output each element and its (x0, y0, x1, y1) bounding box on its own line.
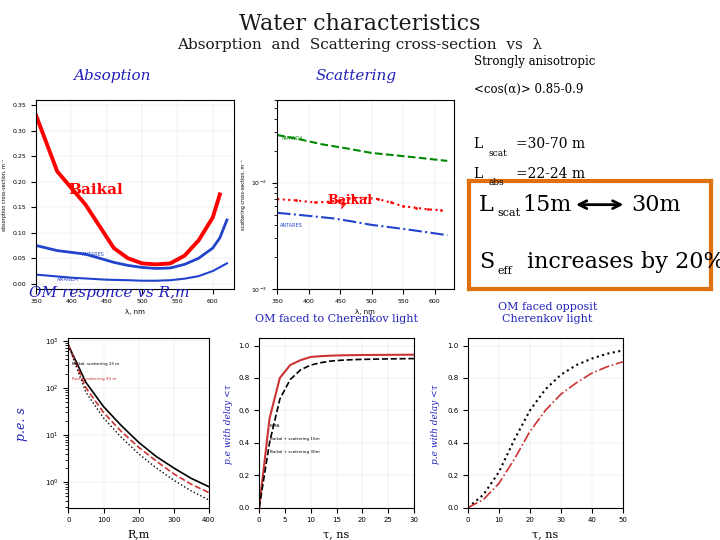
Text: scat: scat (498, 208, 521, 218)
Text: 15m: 15m (523, 194, 572, 215)
Text: Red - scattering 30 m: Red - scattering 30 m (72, 376, 117, 381)
Text: BIMA: BIMA (269, 423, 280, 428)
Text: Water characteristics: Water characteristics (239, 14, 481, 36)
Text: L: L (474, 138, 483, 152)
Text: p.e with delay <τ: p.e with delay <τ (225, 384, 233, 464)
Text: Absorption  and  Scattering cross-section  vs  λ: Absorption and Scattering cross-section … (177, 38, 543, 52)
Text: =30-70 m: =30-70 m (516, 138, 585, 152)
Text: Absoption: Absoption (73, 69, 150, 83)
X-axis label: λ, nm: λ, nm (356, 309, 375, 315)
Y-axis label: absorption cross-section, m⁻¹: absorption cross-section, m⁻¹ (2, 158, 7, 231)
Text: p.e. s: p.e. s (15, 407, 28, 441)
X-axis label: R,m: R,m (127, 529, 150, 539)
Y-axis label: scattering cross-section, m⁻¹: scattering cross-section, m⁻¹ (241, 159, 246, 230)
Text: abs: abs (488, 178, 504, 187)
Text: S: S (479, 251, 495, 273)
Text: Strongly anisotropic: Strongly anisotropic (474, 55, 595, 68)
Text: OM faced opposit
Cherenkov light: OM faced opposit Cherenkov light (498, 302, 597, 324)
Text: Baikal + scattering 15m: Baikal + scattering 15m (269, 436, 319, 441)
X-axis label: τ, ns: τ, ns (323, 529, 350, 539)
Text: increases by 20%: increases by 20% (520, 251, 720, 273)
Text: =22-24 m: =22-24 m (516, 167, 585, 181)
Text: <cos(α)> 0.85-0.9: <cos(α)> 0.85-0.9 (474, 83, 583, 96)
Text: OM faced to Cherenkov light: OM faced to Cherenkov light (255, 314, 418, 324)
Text: eff: eff (498, 266, 512, 275)
X-axis label: τ, ns: τ, ns (532, 529, 559, 539)
Text: AMANDA: AMANDA (57, 276, 79, 282)
Text: Baikal: Baikal (328, 194, 373, 207)
Text: p.e with delay <τ: p.e with delay <τ (431, 384, 440, 464)
Text: L: L (479, 194, 494, 215)
X-axis label: λ, nm: λ, nm (125, 309, 145, 315)
Text: OM responce vs R,m: OM responce vs R,m (29, 286, 189, 300)
Text: scat: scat (488, 148, 507, 158)
Text: Baikal + scattering 30m: Baikal + scattering 30m (269, 449, 319, 454)
Text: L: L (474, 167, 483, 181)
Text: Scattering: Scattering (316, 69, 397, 83)
Text: ANTARES: ANTARES (280, 223, 303, 228)
Text: AMANDA: AMANDA (282, 136, 303, 141)
Text: Baikal, scattering 15 m: Baikal, scattering 15 m (72, 362, 120, 366)
Text: ANTARES: ANTARES (82, 252, 104, 256)
Text: 30m: 30m (631, 194, 680, 215)
Text: Baikal: Baikal (68, 184, 122, 198)
